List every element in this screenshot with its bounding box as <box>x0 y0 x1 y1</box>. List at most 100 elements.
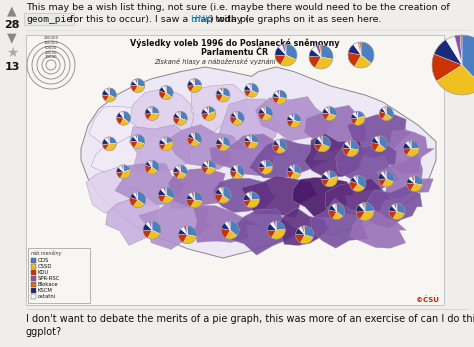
Polygon shape <box>159 91 166 99</box>
Polygon shape <box>222 88 223 95</box>
Polygon shape <box>407 183 415 191</box>
Polygon shape <box>245 141 251 148</box>
Polygon shape <box>319 144 329 152</box>
Text: ▲: ▲ <box>7 5 17 17</box>
Polygon shape <box>406 141 411 149</box>
Polygon shape <box>152 107 159 113</box>
Polygon shape <box>296 234 305 243</box>
Polygon shape <box>165 137 166 144</box>
Polygon shape <box>259 162 265 168</box>
Polygon shape <box>206 107 209 113</box>
Polygon shape <box>117 117 124 124</box>
Polygon shape <box>379 111 386 119</box>
Polygon shape <box>120 170 131 179</box>
Polygon shape <box>326 113 336 121</box>
Polygon shape <box>143 223 152 231</box>
Text: ggplot?: ggplot? <box>26 327 62 337</box>
Text: Parlamentu ČR: Parlamentu ČR <box>201 48 269 57</box>
Polygon shape <box>367 186 422 228</box>
Polygon shape <box>251 192 259 200</box>
Polygon shape <box>137 192 138 200</box>
Polygon shape <box>151 107 152 113</box>
Text: 200000: 200000 <box>44 36 58 40</box>
Polygon shape <box>220 137 223 144</box>
Polygon shape <box>371 137 379 144</box>
Polygon shape <box>219 195 229 203</box>
Polygon shape <box>292 165 294 172</box>
Polygon shape <box>159 139 166 144</box>
Polygon shape <box>117 167 124 172</box>
Polygon shape <box>191 139 200 146</box>
Polygon shape <box>281 55 296 66</box>
Polygon shape <box>393 211 404 219</box>
Polygon shape <box>124 111 131 123</box>
Polygon shape <box>262 113 272 121</box>
Polygon shape <box>382 107 386 113</box>
Polygon shape <box>287 120 294 127</box>
Polygon shape <box>432 54 462 81</box>
Polygon shape <box>273 145 280 152</box>
Polygon shape <box>358 111 365 118</box>
Polygon shape <box>356 111 358 118</box>
Polygon shape <box>115 163 186 205</box>
Polygon shape <box>275 55 286 65</box>
Polygon shape <box>216 144 223 150</box>
Polygon shape <box>195 79 201 86</box>
Text: ©ČSÚ: ©ČSÚ <box>416 297 439 303</box>
Polygon shape <box>327 107 329 113</box>
Polygon shape <box>183 235 196 244</box>
Polygon shape <box>241 176 317 218</box>
Polygon shape <box>249 83 251 90</box>
Polygon shape <box>152 221 161 234</box>
Polygon shape <box>394 204 397 211</box>
Polygon shape <box>455 35 462 65</box>
Polygon shape <box>264 107 265 113</box>
Polygon shape <box>396 203 397 211</box>
Polygon shape <box>351 114 358 119</box>
Polygon shape <box>403 143 411 149</box>
Polygon shape <box>202 109 209 114</box>
Polygon shape <box>377 136 379 144</box>
Polygon shape <box>188 134 195 139</box>
Polygon shape <box>371 142 379 151</box>
Polygon shape <box>135 79 138 86</box>
Polygon shape <box>215 189 223 195</box>
Polygon shape <box>392 204 397 211</box>
Text: geom_pie: geom_pie <box>26 15 72 24</box>
Text: KSCM: KSCM <box>38 288 53 293</box>
Polygon shape <box>135 86 145 93</box>
Text: SPR-RSC: SPR-RSC <box>38 276 60 280</box>
Polygon shape <box>312 46 321 57</box>
Polygon shape <box>386 107 393 118</box>
Polygon shape <box>317 136 322 144</box>
Polygon shape <box>166 137 173 144</box>
Polygon shape <box>379 136 387 149</box>
Polygon shape <box>355 116 365 125</box>
Polygon shape <box>350 177 358 184</box>
Polygon shape <box>328 210 337 219</box>
Polygon shape <box>106 197 160 245</box>
Polygon shape <box>264 160 265 167</box>
Polygon shape <box>138 79 145 87</box>
Polygon shape <box>293 165 294 172</box>
Polygon shape <box>322 136 330 147</box>
Polygon shape <box>350 181 358 190</box>
Polygon shape <box>229 221 230 230</box>
Polygon shape <box>273 221 276 230</box>
Polygon shape <box>248 142 258 149</box>
Polygon shape <box>248 90 258 97</box>
Polygon shape <box>230 170 237 178</box>
Polygon shape <box>186 226 188 235</box>
Polygon shape <box>248 135 251 142</box>
Polygon shape <box>187 195 195 200</box>
Polygon shape <box>216 90 223 95</box>
Polygon shape <box>213 178 277 213</box>
Polygon shape <box>277 208 329 245</box>
Polygon shape <box>135 135 138 142</box>
Polygon shape <box>384 107 386 113</box>
Polygon shape <box>359 203 365 211</box>
Polygon shape <box>410 141 411 149</box>
Polygon shape <box>123 165 124 172</box>
Polygon shape <box>145 109 152 114</box>
Polygon shape <box>374 136 379 144</box>
